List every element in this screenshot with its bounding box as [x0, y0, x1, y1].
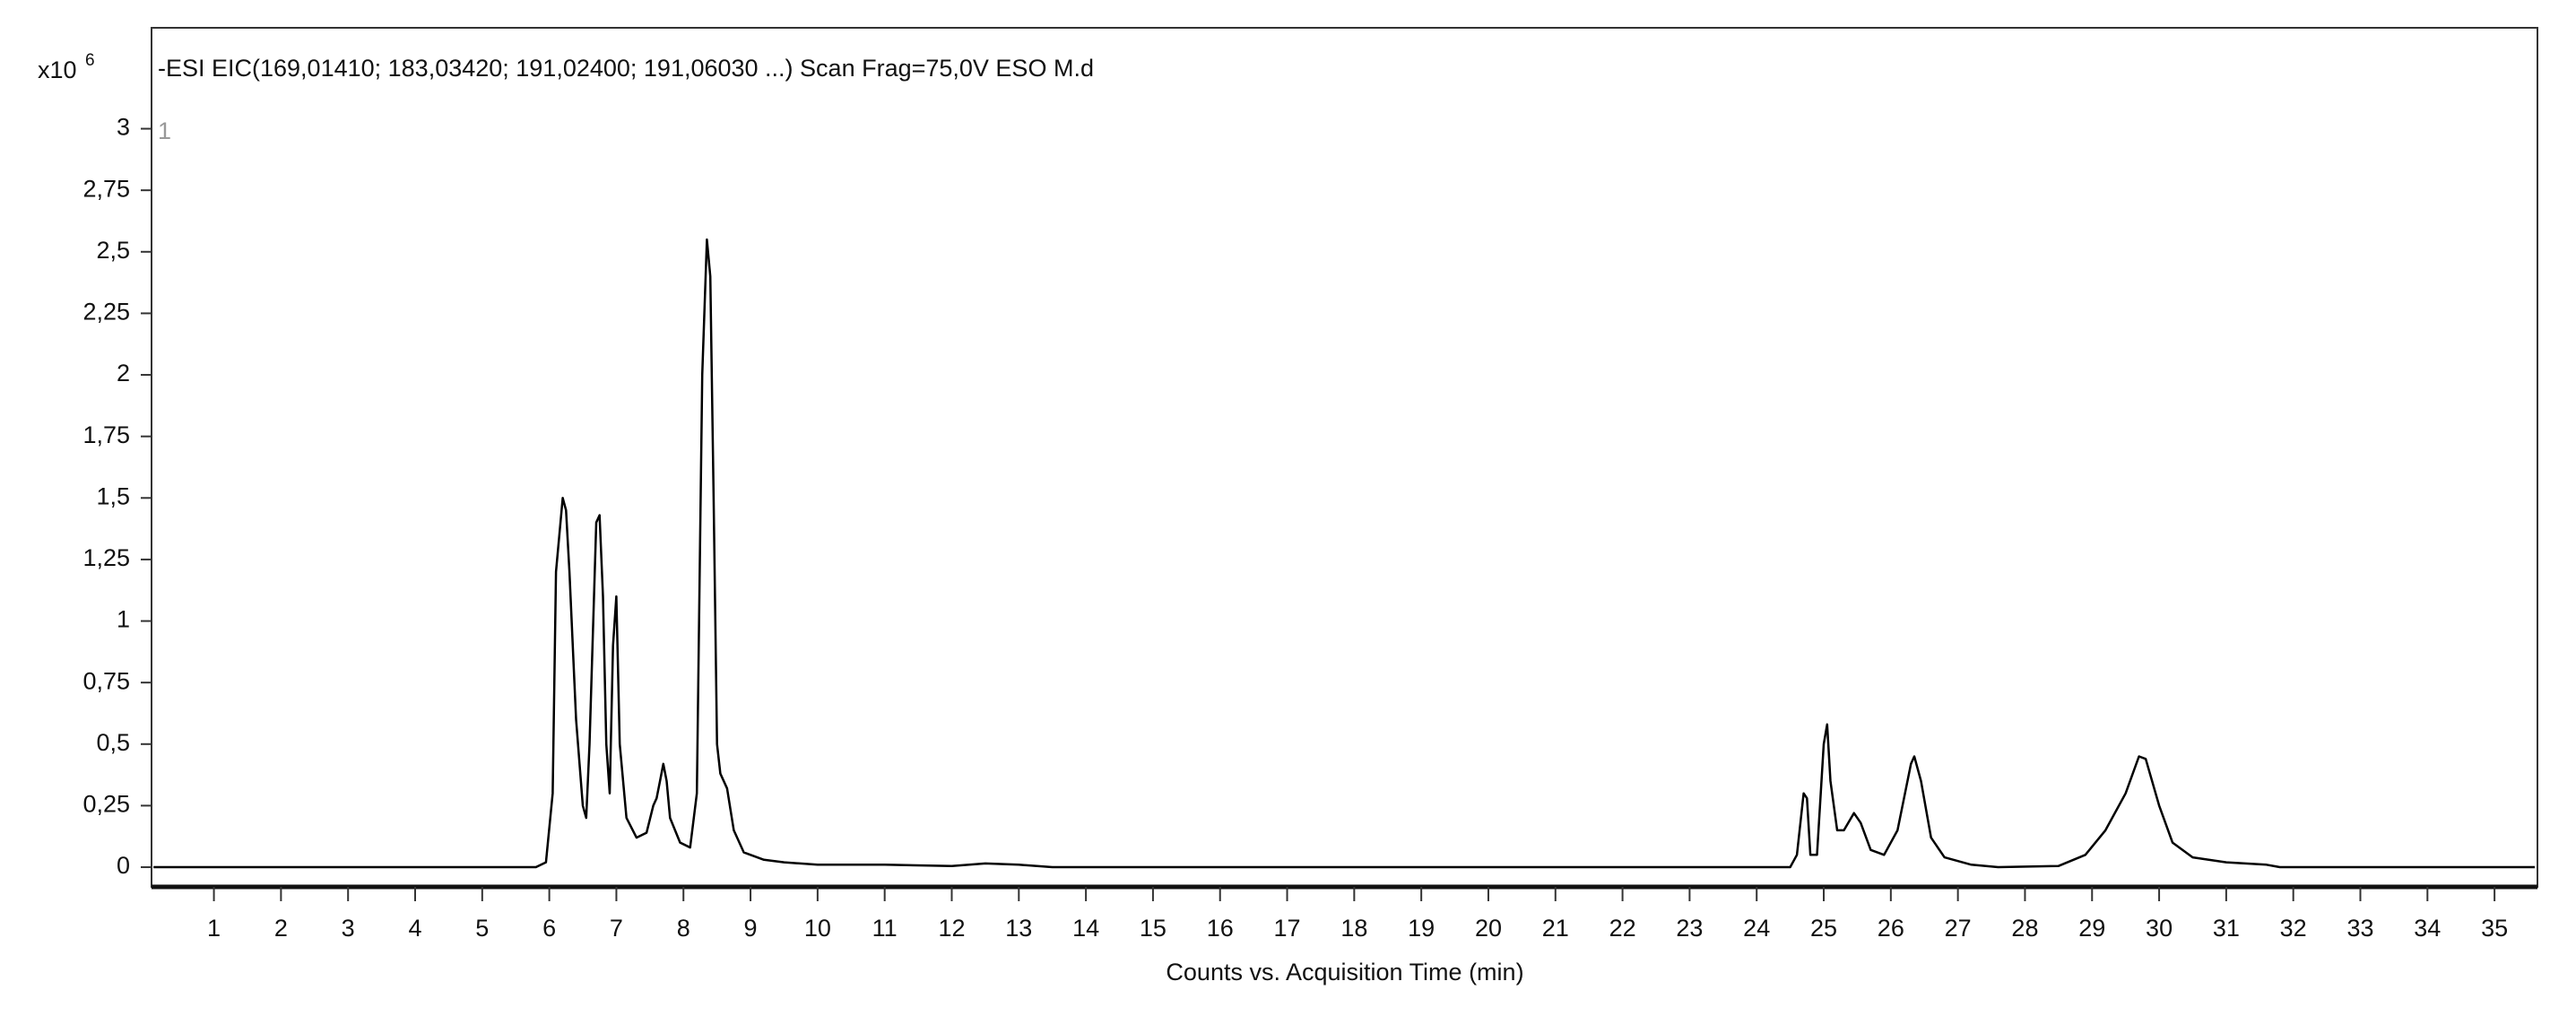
y-tick-label: 0,5: [96, 729, 130, 756]
y-tick-label: 3: [117, 114, 130, 141]
x-tick-label: 28: [2011, 915, 2038, 942]
x-tick-label: 24: [1743, 915, 1770, 942]
y-tick-label: 2: [117, 360, 130, 386]
x-tick-label: 33: [2346, 915, 2373, 942]
y-tick-label: 0,75: [82, 667, 130, 694]
y-tick-label: 2,5: [96, 237, 130, 264]
chart-title: -ESI EIC(169,01410; 183,03420; 191,02400…: [158, 55, 1094, 82]
x-tick-label: 34: [2414, 915, 2441, 942]
x-tick-label: 35: [2481, 915, 2508, 942]
x-tick-label: 6: [542, 915, 556, 942]
x-tick-label: 29: [2078, 915, 2105, 942]
x-tick-label: 23: [1676, 915, 1703, 942]
x-tick-label: 18: [1340, 915, 1367, 942]
trace-label: 1: [158, 117, 171, 144]
x-tick-label: 30: [2146, 915, 2173, 942]
y-tick-label: 1,5: [96, 482, 130, 509]
y-tick-label: 0: [117, 852, 130, 879]
x-tick-label: 2: [274, 915, 288, 942]
y-multiplier: x10: [38, 56, 77, 83]
x-tick-label: 14: [1072, 915, 1099, 942]
x-tick-label: 4: [408, 915, 421, 942]
x-tick-label: 16: [1207, 915, 1234, 942]
x-tick-label: 5: [475, 915, 489, 942]
x-tick-label: 22: [1609, 915, 1636, 942]
x-tick-label: 15: [1140, 915, 1167, 942]
x-tick-label: 19: [1408, 915, 1435, 942]
x-tick-label: 27: [1945, 915, 1972, 942]
x-tick-label: 7: [610, 915, 623, 942]
x-tick-label: 26: [1878, 915, 1904, 942]
x-tick-label: 21: [1542, 915, 1569, 942]
x-tick-label: 17: [1274, 915, 1301, 942]
x-tick-label: 32: [2280, 915, 2307, 942]
plot-frame: [151, 27, 2538, 888]
y-tick-label: 1,25: [82, 544, 130, 571]
y-tick-label: 1,75: [82, 421, 130, 448]
x-tick-label: 20: [1475, 915, 1502, 942]
x-tick-label: 13: [1005, 915, 1032, 942]
x-tick-label: 10: [804, 915, 831, 942]
trace-line: [153, 238, 2535, 869]
x-tick-label: 11: [872, 915, 898, 942]
x-axis-label: Counts vs. Acquisition Time (min): [1166, 959, 1523, 986]
y-tick-label: 2,75: [82, 175, 130, 202]
y-tick-label: 1: [117, 606, 130, 633]
x-tick-label: 1: [207, 915, 221, 942]
x-tick-label: 9: [744, 915, 758, 942]
x-tick-label: 25: [1810, 915, 1837, 942]
x-tick-label: 12: [938, 915, 965, 942]
x-tick-label: 8: [677, 915, 690, 942]
y-tick-label: 2,25: [82, 299, 130, 326]
x-tick-label: 31: [2213, 915, 2240, 942]
x-tick-label: 3: [342, 915, 355, 942]
y-exponent: 6: [85, 51, 95, 70]
y-tick-label: 0,25: [82, 791, 130, 818]
